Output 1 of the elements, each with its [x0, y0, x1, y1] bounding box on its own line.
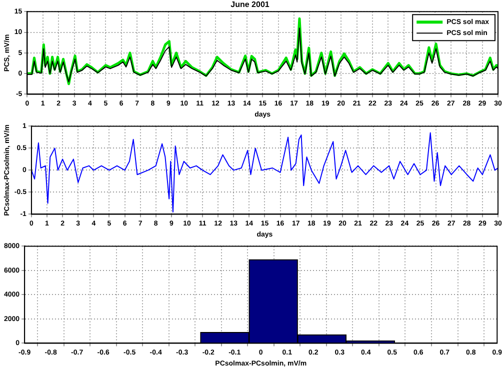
- chart-title: June 2001: [230, 0, 270, 10]
